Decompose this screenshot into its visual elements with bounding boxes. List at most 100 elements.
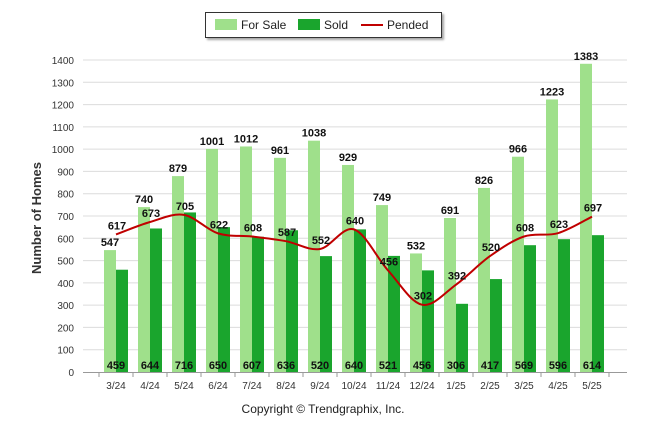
data-label-pended: 622 bbox=[210, 219, 228, 231]
data-label-sold: 636 bbox=[277, 360, 295, 372]
y-tick-label: 700 bbox=[57, 212, 74, 223]
legend-item-sold: Sold bbox=[298, 18, 348, 32]
data-label-pended: 587 bbox=[278, 227, 296, 239]
x-tick-label: 4/25 bbox=[548, 381, 568, 392]
data-label-for-sale: 1001 bbox=[200, 136, 224, 148]
data-label-pended: 705 bbox=[176, 201, 194, 213]
data-label-for-sale: 532 bbox=[407, 240, 425, 252]
bar-layer bbox=[104, 63, 604, 373]
chart-legend: For Sale Sold Pended bbox=[205, 12, 442, 38]
x-tick-label: 3/24 bbox=[106, 381, 126, 392]
copyright-credit: Copyright © Trendgraphix, Inc. bbox=[241, 402, 405, 416]
bar-for-sale bbox=[478, 187, 490, 372]
data-label-for-sale: 966 bbox=[509, 144, 527, 156]
x-tick-label: 2/25 bbox=[480, 381, 500, 392]
data-label-sold: 596 bbox=[549, 360, 567, 372]
data-label-sold: 456 bbox=[413, 360, 431, 372]
y-tick-label: 200 bbox=[57, 323, 74, 334]
bar-for-sale bbox=[410, 253, 422, 372]
bar-sold bbox=[116, 269, 128, 372]
legend-label-for-sale: For Sale bbox=[241, 18, 287, 32]
x-tick-label: 6/24 bbox=[208, 381, 228, 392]
x-tick-label: 11/24 bbox=[376, 381, 401, 392]
data-label-for-sale: 749 bbox=[373, 192, 391, 204]
y-tick-label: 400 bbox=[57, 279, 74, 290]
data-label-pended: 697 bbox=[584, 203, 602, 215]
bar-for-sale bbox=[274, 157, 286, 372]
y-tick-label: 900 bbox=[57, 167, 74, 178]
data-label-for-sale: 547 bbox=[101, 237, 119, 249]
bar-sold bbox=[592, 235, 604, 372]
bar-sold bbox=[456, 303, 468, 372]
data-label-pended: 617 bbox=[108, 220, 126, 232]
bar-sold bbox=[286, 230, 298, 372]
bar-for-sale bbox=[342, 164, 354, 372]
data-label-sold: 569 bbox=[515, 360, 533, 372]
data-label-pended: 302 bbox=[414, 291, 432, 303]
data-label-pended: 392 bbox=[448, 271, 466, 283]
data-label-for-sale: 1038 bbox=[302, 128, 326, 140]
data-label-for-sale: 740 bbox=[135, 194, 153, 206]
data-label-sold: 417 bbox=[481, 360, 499, 372]
data-label-sold: 459 bbox=[107, 360, 125, 372]
line-layer bbox=[115, 213, 593, 306]
data-label-pended: 456 bbox=[380, 256, 398, 268]
data-label-pended: 520 bbox=[482, 242, 500, 254]
x-tick-label: 8/24 bbox=[276, 381, 296, 392]
bar-for-sale bbox=[172, 176, 184, 372]
bar-for-sale bbox=[512, 156, 524, 372]
bar-for-sale bbox=[580, 63, 592, 372]
bar-sold bbox=[320, 256, 332, 372]
bar-sold bbox=[252, 236, 264, 372]
series-line-pended bbox=[115, 213, 593, 306]
data-label-sold: 716 bbox=[175, 360, 193, 372]
bar-for-sale bbox=[546, 99, 558, 373]
data-label-sold: 650 bbox=[209, 360, 227, 372]
x-tick-label: 5/25 bbox=[582, 381, 602, 392]
data-label-for-sale: 961 bbox=[271, 145, 289, 157]
data-label-for-sale: 691 bbox=[441, 205, 459, 217]
bar-sold bbox=[218, 227, 230, 372]
y-tick-label: 300 bbox=[57, 301, 74, 312]
bar-sold bbox=[388, 255, 400, 372]
bar-for-sale bbox=[444, 218, 456, 372]
legend-label-sold: Sold bbox=[324, 18, 349, 32]
y-tick-label: 800 bbox=[57, 190, 74, 201]
legend-swatch-sold bbox=[298, 19, 320, 30]
data-label-for-sale: 1223 bbox=[540, 86, 564, 98]
data-label-sold: 306 bbox=[447, 360, 465, 372]
bar-for-sale bbox=[240, 146, 252, 372]
x-tick-label: 9/24 bbox=[310, 381, 330, 392]
bar-sold bbox=[558, 239, 570, 372]
legend-swatch-for-sale bbox=[215, 19, 237, 30]
data-label-pended: 608 bbox=[516, 223, 534, 235]
data-label-pended: 552 bbox=[312, 235, 330, 247]
y-tick-label: 1400 bbox=[52, 56, 75, 67]
y-tick-label: 0 bbox=[68, 368, 74, 379]
data-label-sold: 640 bbox=[345, 360, 363, 372]
data-label-for-sale: 879 bbox=[169, 163, 187, 175]
axis-layer: 0 100 200 300 400 500 600 700 800 900 1000 1100 1200… bbox=[52, 56, 627, 392]
bar-for-sale bbox=[104, 250, 116, 372]
bar-sold bbox=[184, 212, 196, 372]
legend-line-pended bbox=[361, 24, 383, 26]
y-tick-label: 1200 bbox=[52, 101, 75, 112]
data-label-pended: 608 bbox=[244, 223, 262, 235]
data-label-pended: 640 bbox=[346, 215, 364, 227]
bar-sold bbox=[490, 279, 502, 372]
y-tick-label: 1100 bbox=[52, 123, 74, 134]
y-tick-label: 1000 bbox=[52, 145, 75, 156]
x-tick-label: 10/24 bbox=[341, 381, 366, 392]
x-tick-label: 5/24 bbox=[174, 381, 194, 392]
x-tick-label: 7/24 bbox=[242, 381, 262, 392]
data-label-for-sale: 826 bbox=[475, 175, 493, 187]
bar-sold bbox=[422, 270, 434, 372]
data-label-sold: 607 bbox=[243, 360, 261, 372]
bar-for-sale bbox=[376, 205, 388, 372]
bar-for-sale bbox=[138, 207, 150, 372]
bar-sold bbox=[354, 229, 366, 372]
data-label-sold: 520 bbox=[311, 360, 329, 372]
legend-label-pended: Pended bbox=[387, 18, 429, 32]
y-tick-label: 100 bbox=[57, 346, 74, 357]
